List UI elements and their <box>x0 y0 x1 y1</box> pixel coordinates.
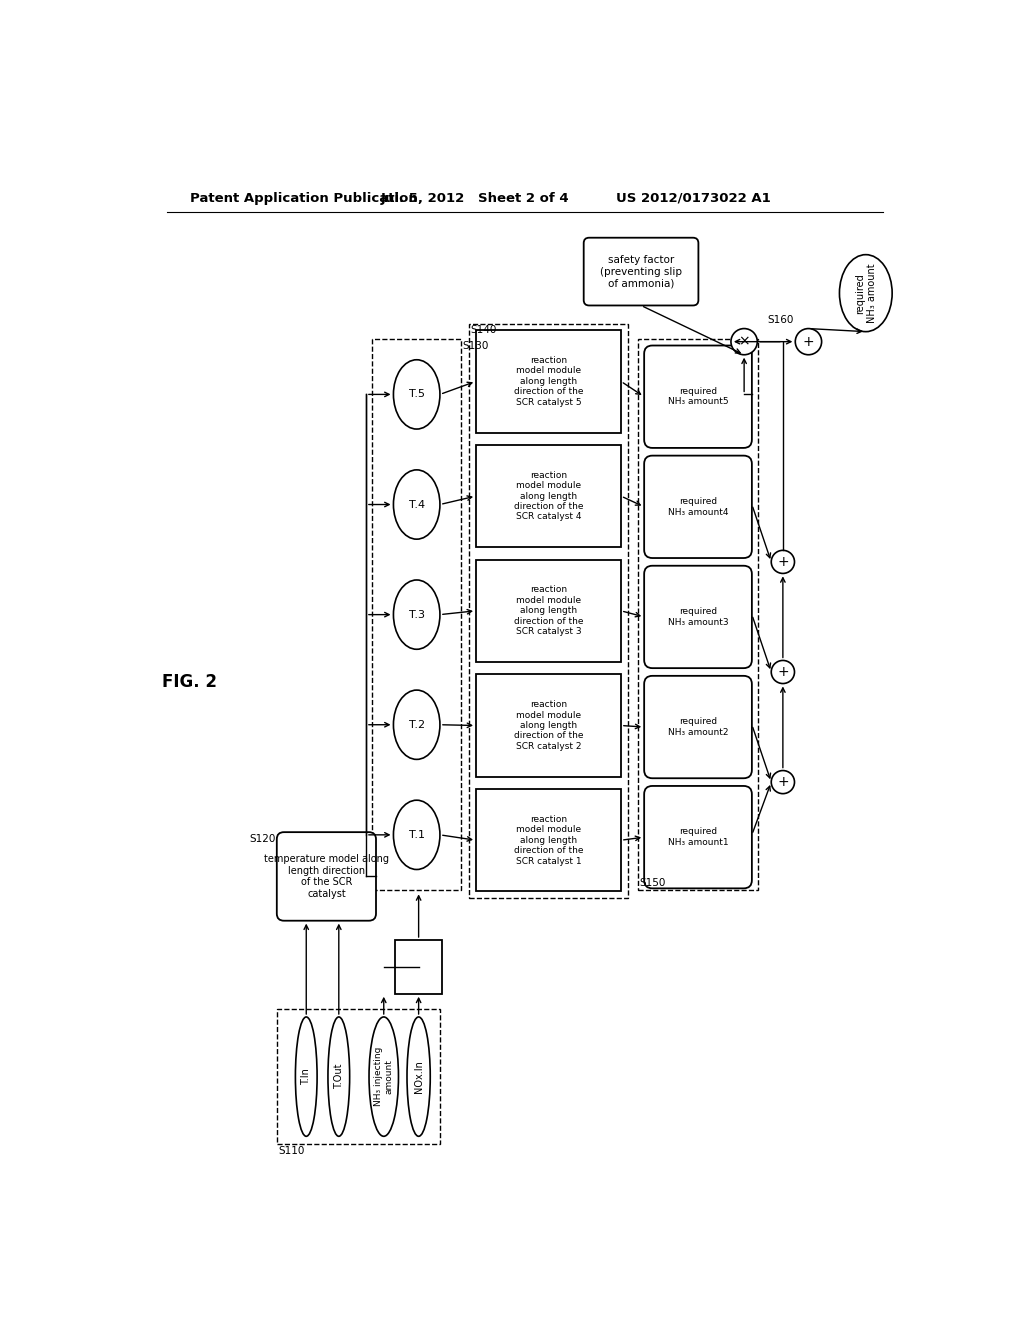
Text: Patent Application Publication: Patent Application Publication <box>190 191 418 205</box>
Text: T.1: T.1 <box>409 830 425 840</box>
Bar <box>276 1010 439 1144</box>
Ellipse shape <box>393 360 440 429</box>
FancyBboxPatch shape <box>644 346 752 447</box>
Bar <box>476 789 621 891</box>
Bar <box>372 339 461 890</box>
Text: S130: S130 <box>463 341 489 351</box>
Bar <box>476 560 621 663</box>
Text: ×: × <box>738 335 750 348</box>
Text: Sheet 2 of 4: Sheet 2 of 4 <box>478 191 568 205</box>
Text: T.3: T.3 <box>409 610 425 619</box>
Ellipse shape <box>369 1016 398 1137</box>
Text: Jul. 5, 2012: Jul. 5, 2012 <box>380 191 465 205</box>
Circle shape <box>771 550 795 573</box>
FancyBboxPatch shape <box>644 566 752 668</box>
Text: NH₃ injecting
amount: NH₃ injecting amount <box>374 1047 393 1106</box>
Text: T.4: T.4 <box>409 499 425 510</box>
Bar <box>476 675 621 776</box>
Text: T.Out: T.Out <box>334 1064 344 1089</box>
Circle shape <box>731 329 758 355</box>
Bar <box>476 445 621 548</box>
Text: required
NH₃ amount: required NH₃ amount <box>855 263 877 323</box>
Text: reaction
model module
along length
direction of the
SCR catalyst 1: reaction model module along length direc… <box>514 814 584 866</box>
Bar <box>469 323 628 898</box>
FancyBboxPatch shape <box>276 832 376 921</box>
Text: T.In: T.In <box>301 1068 311 1085</box>
Text: required
NH₃ amount1: required NH₃ amount1 <box>668 828 728 847</box>
Text: S160: S160 <box>767 314 794 325</box>
Text: +: + <box>777 775 788 789</box>
Circle shape <box>771 660 795 684</box>
Ellipse shape <box>393 690 440 759</box>
Ellipse shape <box>295 1016 317 1137</box>
Text: safety factor
(preventing slip
of ammonia): safety factor (preventing slip of ammoni… <box>600 255 682 288</box>
Text: S110: S110 <box>279 1146 305 1156</box>
Text: +: + <box>777 665 788 678</box>
Text: S150: S150 <box>640 878 666 887</box>
Text: reaction
model module
along length
direction of the
SCR catalyst 4: reaction model module along length direc… <box>514 471 584 521</box>
Text: temperature model along
length direction
of the SCR
catalyst: temperature model along length direction… <box>264 854 389 899</box>
Text: S140: S140 <box>471 326 497 335</box>
Bar <box>638 339 758 890</box>
Text: FIG. 2: FIG. 2 <box>163 673 217 690</box>
Text: S120: S120 <box>249 834 275 843</box>
Bar <box>395 940 442 994</box>
Ellipse shape <box>840 255 892 331</box>
Text: required
NH₃ amount3: required NH₃ amount3 <box>668 607 728 627</box>
Ellipse shape <box>393 579 440 649</box>
Text: reaction
model module
along length
direction of the
SCR catalyst 2: reaction model module along length direc… <box>514 700 584 751</box>
Ellipse shape <box>328 1016 349 1137</box>
Ellipse shape <box>393 800 440 870</box>
Text: required
NH₃ amount4: required NH₃ amount4 <box>668 498 728 516</box>
FancyBboxPatch shape <box>644 785 752 888</box>
FancyBboxPatch shape <box>644 455 752 558</box>
Text: +: + <box>803 335 814 348</box>
Text: required
NH₃ amount2: required NH₃ amount2 <box>668 717 728 737</box>
Ellipse shape <box>407 1016 430 1137</box>
FancyBboxPatch shape <box>644 676 752 779</box>
Text: reaction
model module
along length
direction of the
SCR catalyst 5: reaction model module along length direc… <box>514 356 584 407</box>
Circle shape <box>796 329 821 355</box>
Circle shape <box>771 771 795 793</box>
Text: required
NH₃ amount5: required NH₃ amount5 <box>668 387 728 407</box>
Text: NOx.In: NOx.In <box>414 1060 424 1093</box>
Text: T.5: T.5 <box>409 389 425 400</box>
Bar <box>476 330 621 433</box>
FancyBboxPatch shape <box>584 238 698 305</box>
Ellipse shape <box>393 470 440 539</box>
Text: +: + <box>777 554 788 569</box>
Text: reaction
model module
along length
direction of the
SCR catalyst 3: reaction model module along length direc… <box>514 586 584 636</box>
Text: T.2: T.2 <box>409 719 425 730</box>
Text: US 2012/0173022 A1: US 2012/0173022 A1 <box>616 191 771 205</box>
